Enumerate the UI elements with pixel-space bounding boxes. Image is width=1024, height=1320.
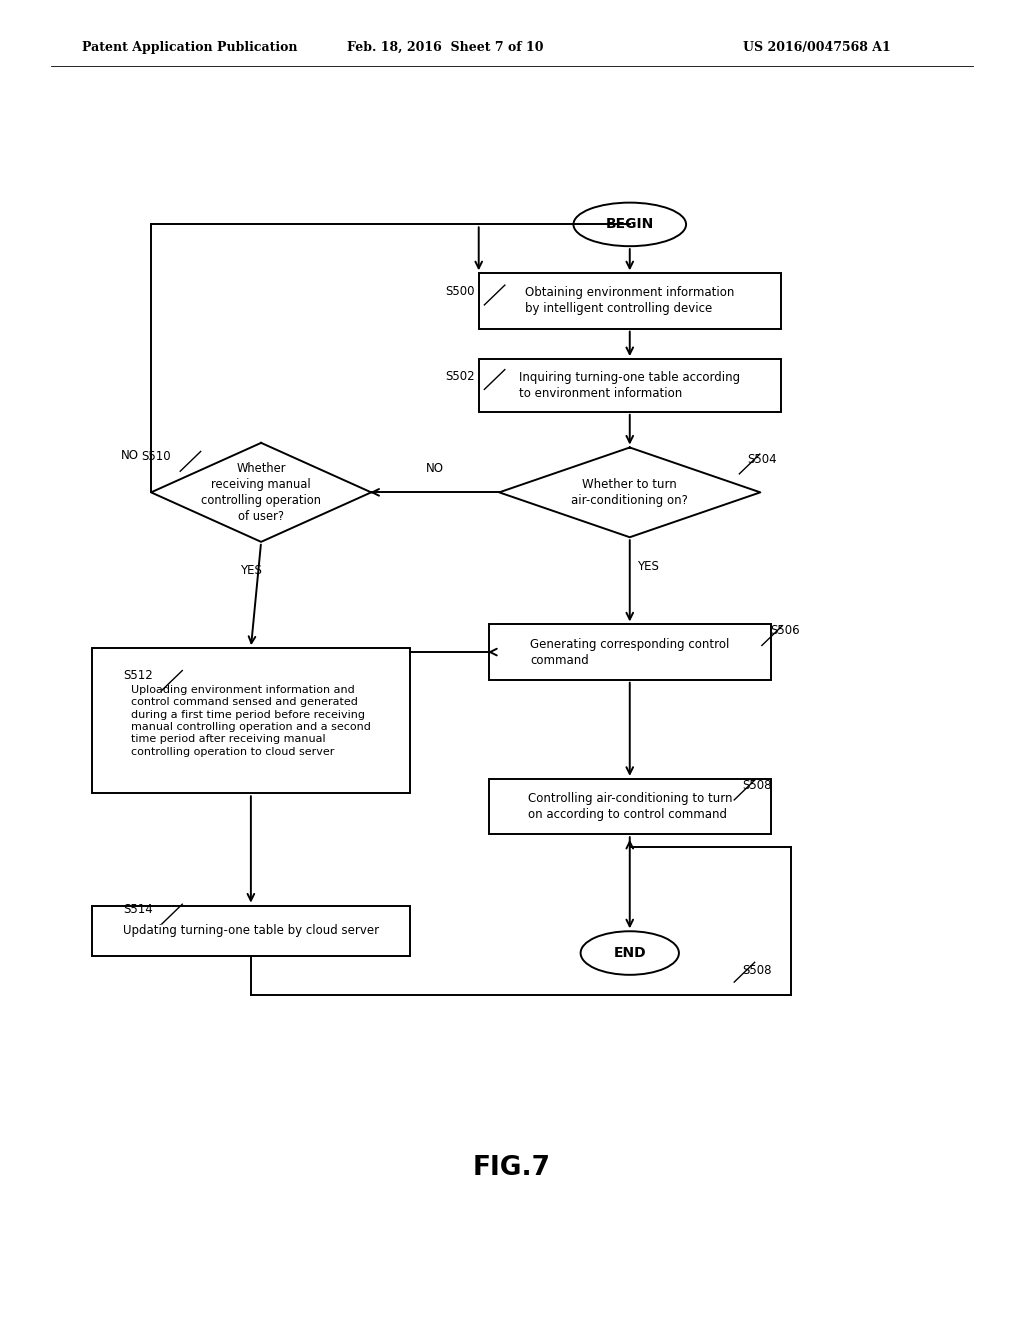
Text: S508: S508 bbox=[742, 779, 772, 792]
Text: Updating turning-one table by cloud server: Updating turning-one table by cloud serv… bbox=[123, 924, 379, 937]
Text: Whether to turn
air-conditioning on?: Whether to turn air-conditioning on? bbox=[571, 478, 688, 507]
Text: Inquiring turning-one table according
to environment information: Inquiring turning-one table according to… bbox=[519, 371, 740, 400]
Text: NO: NO bbox=[426, 462, 444, 475]
Text: Controlling air-conditioning to turn
on according to control command: Controlling air-conditioning to turn on … bbox=[527, 792, 732, 821]
Bar bbox=[92, 906, 410, 956]
Text: S504: S504 bbox=[748, 453, 777, 466]
Text: S508: S508 bbox=[742, 964, 772, 977]
Text: FIG.7: FIG.7 bbox=[473, 1155, 551, 1181]
Text: Patent Application Publication: Patent Application Publication bbox=[82, 41, 297, 54]
Text: Whether
receiving manual
controlling operation
of user?: Whether receiving manual controlling ope… bbox=[201, 462, 322, 523]
Text: S512: S512 bbox=[123, 669, 153, 682]
Text: YES: YES bbox=[637, 560, 659, 573]
Text: S502: S502 bbox=[445, 370, 475, 383]
Text: S510: S510 bbox=[141, 450, 171, 463]
Text: END: END bbox=[613, 946, 646, 960]
Text: S514: S514 bbox=[123, 903, 153, 916]
Bar bbox=[479, 273, 780, 329]
Text: Uploading environment information and
control command sensed and generated
durin: Uploading environment information and co… bbox=[131, 685, 371, 756]
Bar bbox=[489, 624, 770, 680]
Bar bbox=[92, 648, 410, 793]
Bar bbox=[489, 779, 770, 834]
Text: YES: YES bbox=[240, 565, 262, 577]
Text: Obtaining environment information
by intelligent controlling device: Obtaining environment information by int… bbox=[525, 286, 734, 315]
Text: BEGIN: BEGIN bbox=[605, 218, 654, 231]
Text: NO: NO bbox=[121, 449, 139, 462]
Text: S500: S500 bbox=[445, 285, 475, 298]
Bar bbox=[479, 359, 780, 412]
Text: S506: S506 bbox=[770, 624, 800, 638]
Text: US 2016/0047568 A1: US 2016/0047568 A1 bbox=[743, 41, 891, 54]
Text: Generating corresponding control
command: Generating corresponding control command bbox=[530, 638, 729, 667]
Text: Feb. 18, 2016  Sheet 7 of 10: Feb. 18, 2016 Sheet 7 of 10 bbox=[347, 41, 544, 54]
